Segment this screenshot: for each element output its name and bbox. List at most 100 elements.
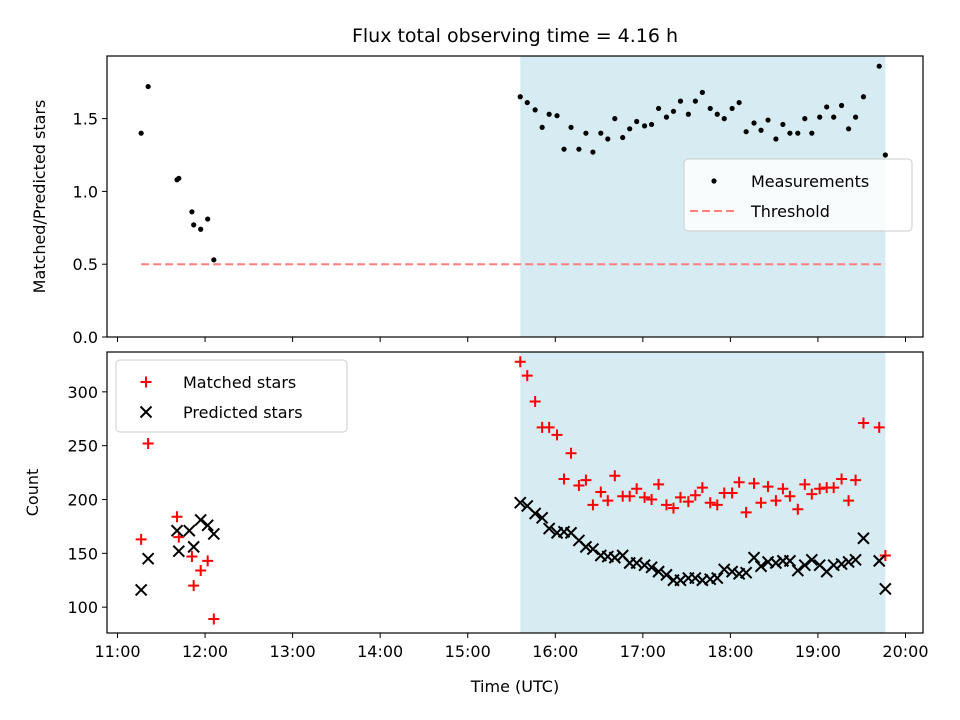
matched-stars-point	[653, 478, 665, 490]
x-tick-label: 11:00	[94, 642, 140, 661]
measurement-point	[561, 146, 567, 152]
matched-stars-point	[529, 396, 541, 408]
matched-stars-point	[784, 490, 796, 502]
top-marks	[138, 63, 888, 266]
measurement-point	[627, 126, 633, 132]
chart-title: Flux total observing time = 4.16 h	[352, 25, 678, 47]
matched-stars-point	[565, 447, 577, 459]
top-y-ticks: 0.0 0.5 1.0 1.5	[73, 110, 107, 347]
bottom-x-ticks: 11:00 12:00 13:00 14:00 15:00 16:00 17:00 18:00…	[94, 633, 929, 661]
predicted-stars-point	[141, 552, 155, 565]
matched-stars-point	[186, 551, 198, 563]
measurement-point	[787, 130, 793, 136]
matched-stars-point	[646, 493, 658, 505]
measurement-point	[882, 152, 888, 158]
measurement-point	[211, 257, 217, 263]
measurement-point	[838, 102, 845, 109]
matched-stars-point	[609, 470, 621, 482]
y-tick-label: 1.0	[73, 182, 98, 201]
matched-stars-point	[521, 370, 533, 382]
predicted-stars-point	[718, 563, 731, 576]
measurement-point	[205, 216, 211, 222]
measurement-point	[517, 94, 523, 100]
measurement-point	[524, 99, 530, 106]
matched-stars-point	[674, 491, 686, 503]
measurement-point	[795, 130, 801, 136]
predicted-stars-point	[170, 524, 184, 537]
measurement-point	[605, 136, 611, 142]
measurement-point	[176, 175, 182, 181]
predicted-stars-point	[783, 554, 797, 568]
matched-stars-point	[587, 499, 599, 511]
measurement-point	[692, 98, 698, 104]
measurement-point	[554, 113, 560, 119]
matched-stars-point	[711, 499, 723, 511]
matched-stars-point	[857, 417, 869, 429]
predicted-stars-point	[769, 556, 783, 570]
matched-stars-point	[551, 429, 563, 441]
predicted-stars-point	[835, 557, 848, 571]
x-tick-label: 14:00	[357, 642, 403, 661]
measurement-point	[670, 108, 677, 114]
y-tick-label: 1.5	[73, 110, 98, 129]
matched-stars-point	[667, 502, 679, 514]
y-tick-label: 100	[67, 598, 98, 617]
predicted-stars-point	[747, 551, 761, 564]
predicted-stars-point	[879, 582, 892, 596]
matched-stars-point	[704, 497, 716, 509]
predicted-stars-point	[172, 544, 186, 558]
top-axes-frame	[106, 55, 924, 338]
predicted-stars-point	[542, 522, 556, 535]
matched-stars-point	[543, 421, 555, 433]
matched-stars-point	[514, 356, 526, 368]
matched-stars-point	[595, 486, 607, 498]
measurement-point	[707, 105, 713, 112]
measurement-point	[817, 114, 823, 120]
matched-stars-point	[558, 473, 570, 485]
measurement-point	[852, 114, 859, 120]
top-x-ticks	[117, 337, 906, 342]
measurement-point	[677, 98, 684, 104]
matched-stars-point	[770, 495, 782, 507]
predicted-stars-point	[630, 556, 643, 570]
measurement-point	[685, 111, 691, 117]
measurement-point	[648, 121, 655, 128]
predicted-stars-point	[754, 560, 768, 573]
matched-stars-point	[843, 495, 855, 507]
measurement-point	[634, 118, 640, 125]
matched-stars-point	[631, 483, 643, 495]
measurement-point	[809, 130, 815, 136]
measurement-point	[546, 111, 552, 117]
matched-stars-point	[573, 480, 585, 492]
top-panel: 0.0 0.5 1.0 1.5 Matched/Predicted stars Mea…	[30, 55, 924, 347]
predicted-stars-point	[739, 566, 753, 579]
legend-marker-matched	[140, 376, 152, 388]
legend-label: Threshold	[750, 202, 830, 221]
x-tick-label: 15:00	[445, 642, 491, 661]
matched-stars-point	[733, 476, 745, 488]
bottom-marks	[134, 356, 892, 625]
predicted-stars-point	[857, 532, 870, 545]
predicted-stars-point	[134, 583, 148, 597]
matched-stars-point	[879, 549, 891, 561]
matched-stars-point	[660, 499, 672, 511]
legend-marker-predicted	[139, 405, 153, 419]
measurement-point	[655, 105, 662, 112]
matched-stars-point	[202, 555, 214, 567]
matched-stars-point	[740, 506, 752, 518]
matched-stars-point	[806, 488, 818, 500]
matched-stars-point	[195, 565, 207, 577]
legend-label: Matched stars	[183, 373, 296, 392]
bottom-legend: Matched stars Predicted stars	[115, 359, 348, 433]
predicted-stars-point	[183, 524, 196, 537]
predicted-stars-point	[645, 561, 658, 574]
predicted-stars-point	[194, 513, 207, 527]
predicted-stars-point	[638, 558, 651, 572]
measurement-point	[576, 146, 582, 152]
predicted-stars-point	[873, 554, 886, 568]
matched-stars-point	[748, 477, 760, 489]
matched-stars-point	[873, 421, 885, 433]
predicted-stars-point	[711, 571, 724, 585]
matched-stars-point	[850, 474, 862, 486]
x-tick-label: 19:00	[795, 642, 841, 661]
